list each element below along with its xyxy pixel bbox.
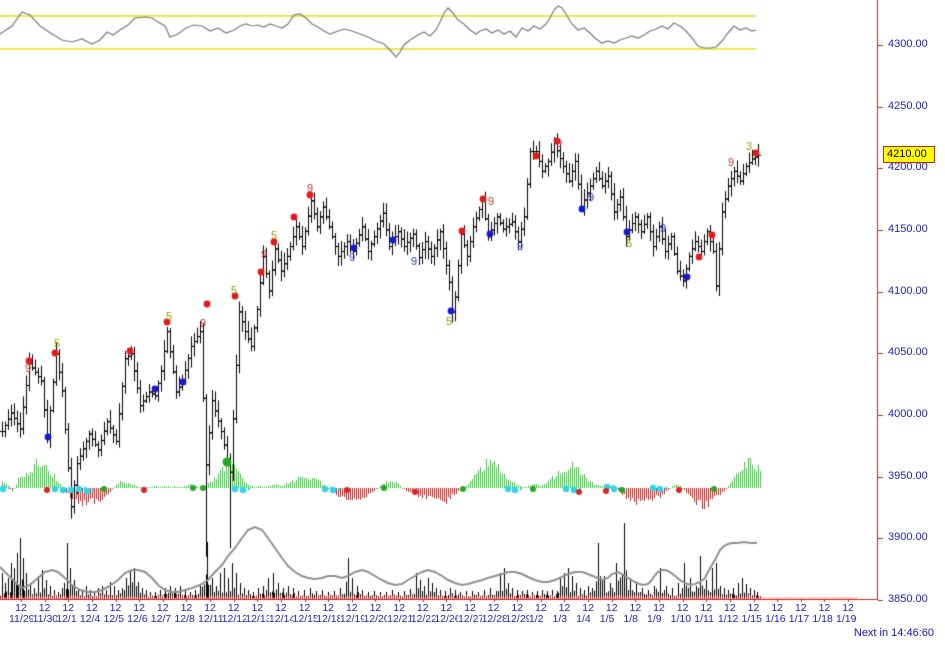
date-label: 12/28 bbox=[481, 613, 506, 625]
date-label: 12/12 bbox=[221, 613, 246, 625]
date-label: 12/22 bbox=[410, 613, 435, 625]
hour-label: 12 bbox=[535, 602, 547, 614]
hour-label: 12 bbox=[393, 602, 405, 614]
hour-label: 12 bbox=[747, 602, 760, 614]
hour-label: 12 bbox=[582, 602, 594, 614]
date-label: 1/5 bbox=[599, 613, 615, 625]
hour-label: 12 bbox=[487, 602, 500, 614]
date-label: 12/26 bbox=[434, 613, 459, 625]
date-label: 12/27 bbox=[457, 613, 482, 625]
hour-label: 12 bbox=[204, 602, 216, 614]
date-label: 12/7 bbox=[150, 613, 172, 625]
price-tick-label: 4100.00 bbox=[888, 285, 928, 297]
hour-label: 12 bbox=[109, 602, 122, 614]
date-label: 12/20 bbox=[363, 613, 388, 625]
hour-label: 12 bbox=[511, 602, 524, 614]
date-label: 11/29 bbox=[9, 613, 33, 625]
price-tick-label: 3850.00 bbox=[888, 593, 928, 605]
date-label: 12/14 bbox=[268, 613, 293, 625]
hour-label: 12 bbox=[676, 602, 689, 614]
date-label: 11/30 bbox=[32, 613, 57, 625]
last-price-box: 4210.00 bbox=[883, 146, 935, 163]
hour-label: 12 bbox=[724, 602, 736, 614]
date-label: 1/11 bbox=[694, 613, 714, 625]
hour-label: 12 bbox=[605, 602, 618, 614]
hour-label: 12 bbox=[700, 602, 713, 614]
price-tick-label: 3900.00 bbox=[888, 531, 928, 543]
date-label: 1/16 bbox=[765, 613, 786, 625]
date-label: 1/17 bbox=[788, 613, 810, 625]
hour-label: 12 bbox=[298, 602, 311, 614]
price-tick-label: 3950.00 bbox=[888, 470, 928, 482]
date-label: 1/12 bbox=[717, 613, 739, 625]
date-label: 12/1 bbox=[56, 613, 77, 625]
date-label: 12/13 bbox=[245, 613, 270, 625]
date-label: 1/18 bbox=[812, 613, 833, 625]
hour-label: 12 bbox=[133, 602, 145, 614]
price-tick-label: 4250.00 bbox=[888, 100, 928, 112]
hour-label: 12 bbox=[86, 602, 98, 614]
hour-label: 12 bbox=[227, 602, 240, 614]
date-label: 1/15 bbox=[741, 613, 762, 625]
date-label: 12/29 bbox=[505, 613, 530, 625]
date-label: 1/19 bbox=[836, 613, 857, 625]
price-tick-label: 4300.00 bbox=[888, 38, 928, 50]
hour-label: 12 bbox=[440, 602, 453, 614]
date-label: 1/3 bbox=[552, 613, 568, 625]
price-tick-label: 4000.00 bbox=[888, 408, 928, 420]
hour-label: 12 bbox=[771, 602, 783, 614]
hour-label: 12 bbox=[464, 602, 476, 614]
hour-label: 12 bbox=[156, 602, 169, 614]
price-axis[interactable]: 4300.00 4250.00 4200.00 4150.00 4100.00 4050.… bbox=[884, 0, 944, 620]
hour-label: 12 bbox=[629, 602, 642, 614]
hour-label: 12 bbox=[62, 602, 75, 614]
hour-label: 12 bbox=[794, 602, 807, 614]
price-tick-label: 4050.00 bbox=[888, 346, 928, 358]
date-label: 1/4 bbox=[576, 613, 591, 625]
hour-label: 12 bbox=[15, 602, 27, 614]
date-label: 1/2 bbox=[528, 613, 544, 625]
hour-label: 12 bbox=[251, 602, 264, 614]
date-label: 1/9 bbox=[647, 613, 662, 625]
date-label: 1/8 bbox=[623, 613, 638, 625]
hour-label: 12 bbox=[275, 602, 287, 614]
hour-label: 12 bbox=[842, 602, 854, 614]
hour-label: 12 bbox=[818, 602, 831, 614]
hour-label: 12 bbox=[345, 602, 358, 614]
hour-label: 12 bbox=[322, 602, 335, 614]
date-label: 12/15 bbox=[292, 613, 317, 625]
hour-label: 12 bbox=[653, 602, 665, 614]
time-axis[interactable]: 12 11/29 12 11/30 12 12/1 12 12/4 12 12/5 12 12/6 12… bbox=[0, 600, 945, 628]
date-label: 12/18 bbox=[316, 613, 341, 625]
hour-label: 12 bbox=[369, 602, 382, 614]
price-tick-label: 4150.00 bbox=[888, 223, 928, 235]
date-label: 12/6 bbox=[127, 613, 148, 625]
date-label: 1/10 bbox=[670, 613, 692, 625]
date-label: 12/19 bbox=[339, 613, 364, 625]
date-label: 12/5 bbox=[103, 613, 124, 625]
hour-label: 12 bbox=[38, 602, 51, 614]
date-label: 12/8 bbox=[174, 613, 195, 625]
date-label: 12/4 bbox=[79, 613, 101, 625]
last-price-value: 4210.00 bbox=[887, 148, 927, 160]
date-label: 12/21 bbox=[387, 613, 412, 625]
date-label: 12/11 bbox=[198, 613, 223, 625]
hour-label: 12 bbox=[416, 602, 429, 614]
hour-label: 12 bbox=[180, 602, 193, 614]
price-tick-label: 4200.00 bbox=[888, 161, 928, 173]
hour-label: 12 bbox=[558, 602, 571, 614]
countdown-timer: Next in 14:46:60 bbox=[853, 627, 934, 639]
